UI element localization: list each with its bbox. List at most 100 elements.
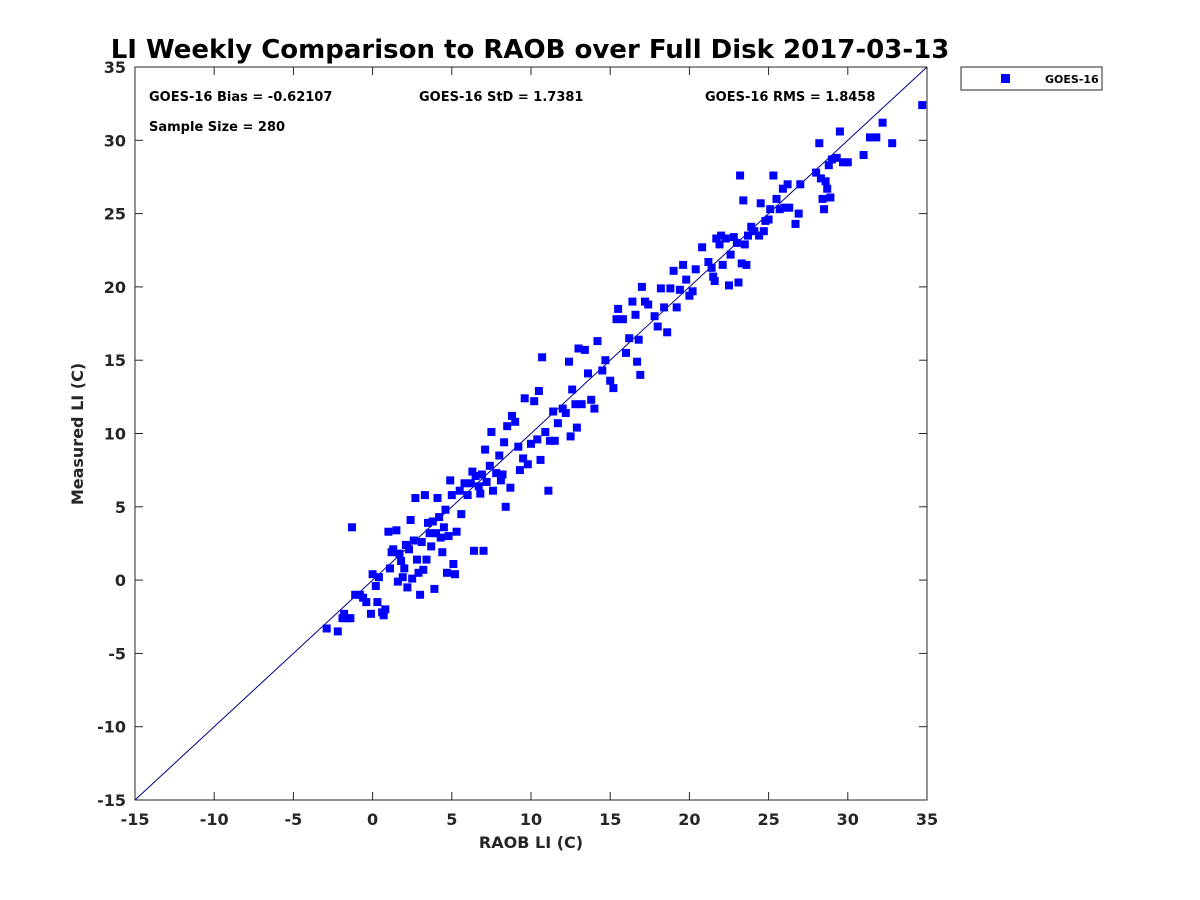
data-point	[565, 357, 573, 366]
data-point	[368, 570, 377, 579]
data-point	[476, 489, 485, 498]
data-point	[634, 335, 643, 344]
data-point	[398, 573, 407, 582]
data-point	[405, 545, 413, 554]
std-annotation: GOES-16 StD = 1.7381	[419, 90, 583, 105]
y-tick-label: 15	[104, 351, 126, 370]
data-point	[791, 219, 800, 228]
data-point	[541, 428, 550, 436]
data-point	[446, 476, 455, 485]
data-point	[755, 231, 764, 240]
data-point	[479, 546, 488, 555]
data-point	[400, 564, 409, 573]
data-point	[527, 439, 535, 448]
data-point	[685, 291, 694, 300]
data-point	[734, 278, 743, 287]
data-point	[373, 598, 382, 607]
data-point	[508, 411, 516, 420]
data-point	[759, 227, 768, 236]
data-point	[843, 158, 852, 167]
data-points	[322, 101, 927, 636]
data-point	[571, 400, 580, 409]
data-point	[427, 542, 436, 551]
data-point	[653, 322, 662, 331]
data-point	[351, 590, 360, 599]
data-point	[764, 215, 773, 224]
data-point	[444, 532, 453, 541]
data-point	[443, 568, 451, 577]
data-point	[432, 529, 440, 538]
data-point	[712, 234, 721, 243]
data-point	[346, 614, 355, 623]
y-tick-label: 5	[115, 498, 126, 517]
sample-size-annotation: Sample Size = 280	[149, 120, 285, 135]
data-point	[625, 334, 634, 343]
data-point	[538, 353, 547, 362]
data-point	[397, 557, 406, 565]
data-point	[718, 260, 727, 269]
data-point	[824, 161, 833, 170]
y-tick-label: 25	[104, 205, 126, 224]
data-point	[439, 523, 448, 532]
data-point	[710, 277, 719, 285]
data-point	[618, 315, 627, 324]
data-point	[577, 400, 586, 409]
data-point	[663, 328, 672, 337]
data-point	[553, 419, 562, 428]
data-point	[482, 477, 491, 486]
data-point	[436, 533, 445, 542]
data-point	[546, 436, 554, 445]
data-point	[584, 369, 592, 378]
data-point	[729, 233, 738, 242]
data-point	[435, 513, 444, 522]
data-point	[451, 570, 459, 579]
data-point	[466, 479, 475, 488]
bias-annotation: GOES-16 Bias = -0.62107	[149, 90, 332, 105]
x-tick-label: 15	[599, 810, 621, 829]
data-point	[656, 284, 665, 293]
data-point	[389, 545, 398, 554]
data-point	[725, 281, 733, 290]
data-point	[816, 174, 825, 183]
y-tick-label: 10	[104, 425, 126, 444]
data-point	[672, 303, 681, 312]
data-point	[780, 203, 789, 212]
data-point	[395, 549, 404, 558]
data-point	[403, 583, 412, 592]
data-point	[428, 517, 437, 526]
data-point	[381, 605, 390, 614]
data-point	[783, 180, 792, 189]
data-point	[766, 205, 775, 214]
data-point	[384, 527, 393, 536]
data-point	[688, 287, 697, 296]
data-point	[918, 101, 927, 110]
data-point	[485, 461, 494, 470]
data-point	[414, 568, 423, 577]
data-point	[406, 516, 415, 524]
data-point	[775, 205, 784, 214]
data-point	[832, 153, 841, 162]
data-point	[828, 155, 836, 164]
data-point	[523, 460, 532, 469]
data-point	[707, 263, 716, 272]
data-point	[726, 250, 735, 259]
y-tick-label: 0	[115, 571, 126, 590]
data-point	[393, 577, 402, 586]
data-point	[721, 234, 730, 243]
data-point	[566, 432, 575, 441]
legend: GOES-16	[960, 66, 1103, 91]
data-point	[637, 282, 646, 291]
data-point	[679, 260, 688, 269]
data-point	[501, 502, 510, 511]
x-tick-label: 30	[837, 810, 859, 829]
data-point	[826, 193, 835, 202]
data-point	[411, 494, 420, 502]
data-point	[515, 466, 524, 475]
x-axis-label: RAOB LI (C)	[479, 833, 583, 852]
data-point	[408, 574, 417, 583]
y-tick-label: 35	[104, 58, 126, 77]
x-tick-label: -10	[200, 810, 229, 829]
data-point	[785, 203, 794, 212]
data-point	[561, 409, 570, 417]
data-point	[550, 436, 559, 445]
